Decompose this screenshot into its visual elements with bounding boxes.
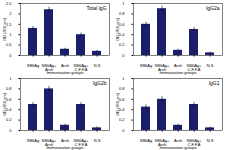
svg-text:IgG2b: IgG2b (93, 80, 107, 86)
svg-text:SB6Ag: SB6Ag (27, 138, 39, 143)
svg-text:1: 1 (9, 76, 12, 81)
svg-text:SB6Ag: SB6Ag (140, 63, 152, 68)
svg-text:0: 0 (9, 128, 12, 133)
svg-text:N.S: N.S (94, 138, 101, 143)
svg-text:0.8: 0.8 (119, 86, 125, 91)
svg-text:0.8: 0.8 (119, 11, 125, 16)
svg-text:Arvh: Arvh (174, 138, 182, 143)
svg-text:OD (450 nm): OD (450 nm) (2, 17, 7, 41)
svg-text:SB6Ag: SB6Ag (27, 63, 39, 68)
svg-text:0.5: 0.5 (6, 42, 12, 47)
svg-text:0.2: 0.2 (119, 117, 125, 122)
svg-text:Immunization groups: Immunization groups (159, 70, 196, 75)
svg-text:N.S: N.S (207, 63, 214, 68)
svg-text:2: 2 (9, 11, 12, 16)
svg-text:IgG1: IgG1 (209, 80, 220, 86)
svg-text:Immunization groups: Immunization groups (159, 145, 196, 150)
svg-text:0.2: 0.2 (119, 42, 125, 47)
svg-text:0.8: 0.8 (6, 86, 12, 91)
svg-text:0: 0 (122, 128, 125, 133)
svg-text:Arvh: Arvh (174, 63, 182, 68)
svg-text:0: 0 (9, 53, 12, 58)
svg-text:2.5: 2.5 (6, 1, 12, 6)
svg-text:OD (450 nm): OD (450 nm) (2, 92, 7, 116)
svg-text:0.2: 0.2 (6, 117, 12, 122)
svg-text:1: 1 (122, 1, 125, 6)
svg-text:N.S: N.S (207, 138, 214, 143)
svg-text:Immunization groups: Immunization groups (46, 145, 83, 150)
svg-text:Arvh: Arvh (61, 63, 69, 68)
svg-text:Immunization groups: Immunization groups (46, 70, 83, 75)
svg-text:IgG2a: IgG2a (206, 5, 220, 11)
svg-text:N.S: N.S (94, 63, 101, 68)
svg-text:SB6Ag: SB6Ag (140, 138, 152, 143)
svg-text:OD (450 nm): OD (450 nm) (115, 17, 120, 41)
svg-text:0: 0 (122, 53, 125, 58)
svg-text:1: 1 (9, 32, 12, 37)
svg-text:1: 1 (122, 76, 125, 81)
svg-text:Arvh: Arvh (61, 138, 69, 143)
svg-text:OD (450 nm): OD (450 nm) (115, 92, 120, 116)
svg-text:Total IgG: Total IgG (86, 5, 106, 11)
